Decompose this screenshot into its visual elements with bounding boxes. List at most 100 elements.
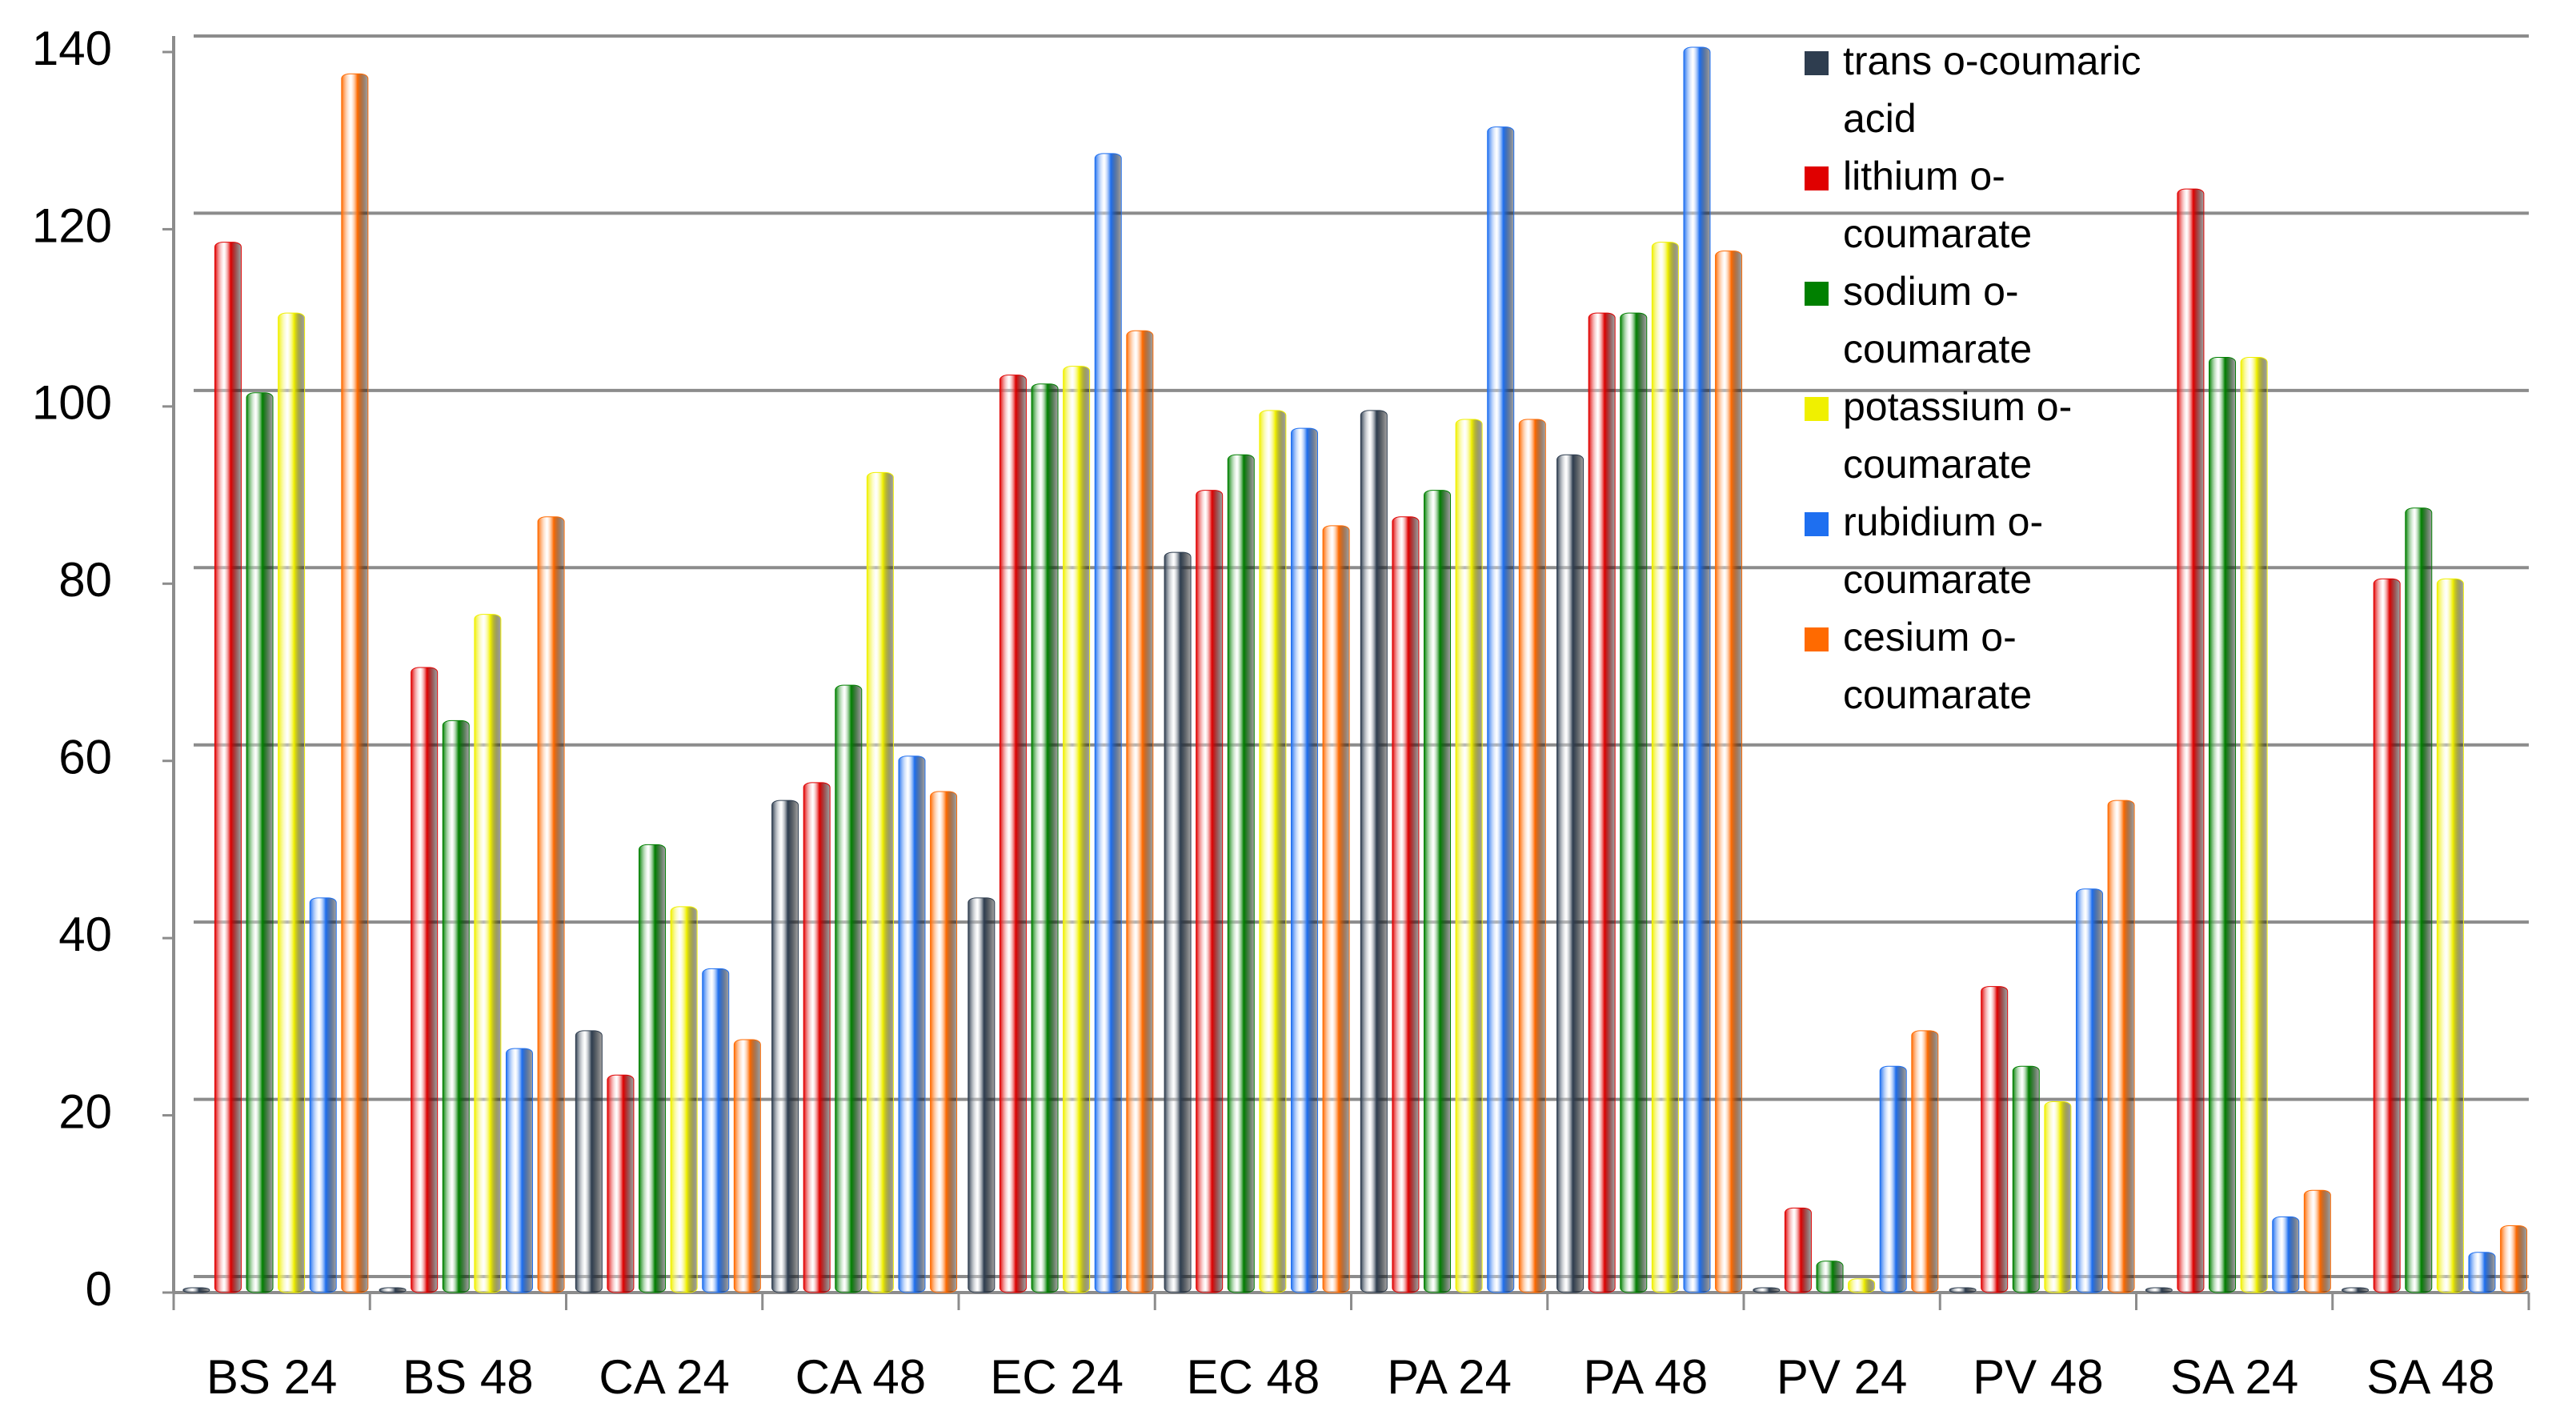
bar — [835, 684, 863, 1293]
x-tick-label: EC 48 — [1186, 1350, 1320, 1404]
bar — [182, 1287, 210, 1293]
bar — [670, 906, 698, 1293]
legend-swatch — [1805, 166, 1829, 190]
bar — [1063, 366, 1091, 1293]
bar — [246, 392, 274, 1293]
bar — [2240, 357, 2268, 1293]
bar — [1556, 454, 1584, 1293]
bar — [341, 73, 369, 1293]
y-tick-label: 20 — [58, 1084, 112, 1138]
legend-label: trans o-coumaric acid — [1843, 38, 2141, 141]
y-tick-label: 100 — [32, 376, 112, 430]
legend-entry: rubidium o-coumarate — [1805, 493, 2181, 608]
bar — [505, 1048, 533, 1293]
bar — [2075, 888, 2103, 1293]
legend-label: sodium o-coumarate — [1843, 269, 2033, 371]
bar — [1753, 1287, 1781, 1293]
y-tick-label: 120 — [32, 198, 112, 252]
x-tick-label: CA 48 — [795, 1350, 926, 1404]
bar — [214, 242, 242, 1293]
bar — [1259, 410, 1287, 1293]
bar — [2342, 1287, 2370, 1293]
bar — [474, 614, 502, 1293]
legend-swatch — [1805, 512, 1829, 536]
bar — [1227, 454, 1255, 1293]
bar — [1683, 46, 1711, 1293]
legend-label: cesium o-coumarate — [1843, 615, 2033, 717]
bar — [2303, 1189, 2331, 1293]
bar — [866, 471, 894, 1293]
y-tick-label: 60 — [58, 731, 112, 784]
bar — [898, 756, 926, 1293]
bar — [1126, 330, 1154, 1293]
bar — [1031, 383, 1059, 1293]
bar — [2145, 1287, 2173, 1293]
bar — [2044, 1101, 2072, 1293]
bar — [1651, 242, 1679, 1293]
bar — [733, 1039, 761, 1293]
bar — [1848, 1278, 1876, 1293]
legend-entry: trans o-coumaric acid — [1805, 32, 2181, 147]
bar — [278, 312, 306, 1293]
legend-swatch — [1805, 627, 1829, 651]
bar — [702, 968, 730, 1293]
bar — [575, 1030, 603, 1293]
bar — [2436, 578, 2464, 1293]
bar — [1322, 525, 1350, 1293]
bar — [2468, 1252, 2496, 1293]
bar — [968, 897, 996, 1293]
bar — [2177, 188, 2205, 1293]
bar — [1094, 153, 1122, 1293]
x-tick-label: BS 48 — [403, 1350, 533, 1404]
y-tick-label: 0 — [86, 1262, 112, 1316]
bar — [1196, 490, 1224, 1293]
bar — [1715, 251, 1743, 1293]
bar — [1518, 419, 1546, 1293]
x-tick-label: EC 24 — [990, 1350, 1124, 1404]
bar — [411, 667, 439, 1293]
bar — [309, 897, 337, 1293]
bar — [999, 375, 1027, 1293]
y-tick-label: 140 — [32, 22, 112, 75]
bar — [2272, 1216, 2300, 1293]
bar — [2405, 507, 2433, 1293]
x-tick-label: PA 24 — [1387, 1350, 1512, 1404]
bar — [771, 800, 799, 1293]
x-tick-label: PV 24 — [1777, 1350, 1907, 1404]
bar — [1620, 312, 1648, 1293]
bar — [2500, 1225, 2528, 1293]
x-tick-label: SA 24 — [2170, 1350, 2298, 1404]
bar — [2012, 1065, 2040, 1293]
y-tick-label: 40 — [58, 908, 112, 961]
x-tick-label: SA 48 — [2366, 1350, 2494, 1404]
bar — [1360, 410, 1388, 1293]
bar — [607, 1074, 635, 1293]
bar — [1879, 1065, 1907, 1293]
bar — [639, 844, 667, 1293]
bar — [2373, 578, 2401, 1293]
x-tick-label: PA 48 — [1584, 1350, 1709, 1404]
bar — [803, 782, 831, 1293]
bar — [2209, 357, 2237, 1293]
legend-entry: potassium o-coumarate — [1805, 378, 2181, 493]
bar — [1816, 1261, 1844, 1293]
legend-entry: lithium o-coumarate — [1805, 147, 2181, 263]
legend-swatch — [1805, 282, 1829, 306]
x-tick-label: BS 24 — [206, 1350, 337, 1404]
legend-entry: sodium o-coumarate — [1805, 263, 2181, 378]
legend-label: potassium o-coumarate — [1843, 384, 2073, 487]
bar — [1290, 427, 1318, 1293]
bar — [1949, 1287, 1977, 1293]
x-tick-label: CA 24 — [599, 1350, 729, 1404]
bar — [1487, 126, 1515, 1293]
bar — [537, 516, 565, 1293]
y-tick-label: 80 — [58, 553, 112, 607]
x-tick-label: PV 48 — [1973, 1350, 2103, 1404]
bar — [1784, 1207, 1812, 1293]
legend-swatch — [1805, 51, 1829, 75]
bar — [930, 791, 958, 1293]
legend-swatch — [1805, 397, 1829, 421]
bar — [1455, 419, 1483, 1293]
